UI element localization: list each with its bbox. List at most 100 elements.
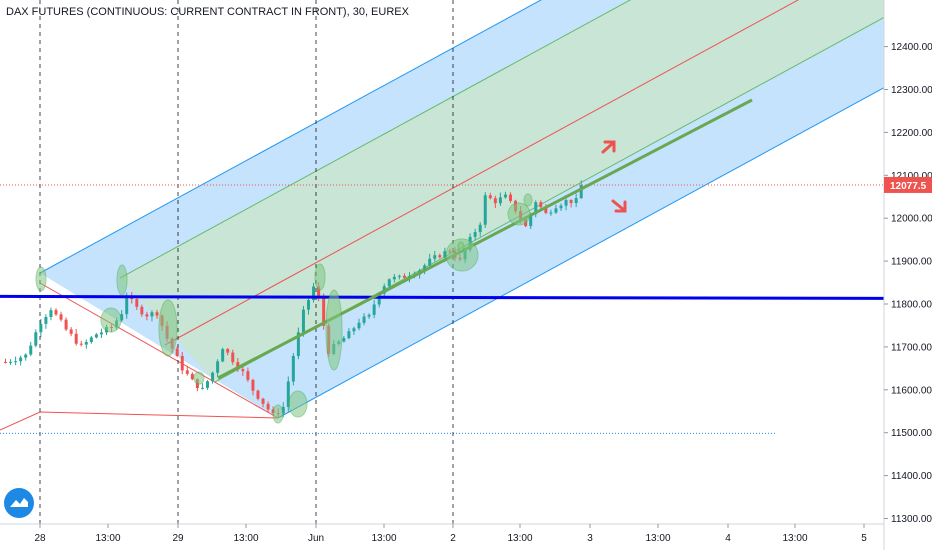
pitchfork-handle [39,282,279,419]
highlight-ellipse [288,390,308,418]
price-tick-label: 12200.00 [891,128,932,139]
highlight-ellipse [35,266,47,292]
candle-body [140,306,144,315]
highlight-ellipse [100,307,122,333]
candle-body [529,214,533,227]
candle-body [49,310,53,318]
highlight-ellipse [193,371,205,385]
candle-body [200,387,204,389]
time-tick-label: 2 [450,533,456,544]
candle-body [402,275,406,278]
candle-body [322,298,326,326]
candle-body [443,251,447,258]
tradingview-logo-icon[interactable] [4,488,34,518]
candle-body [307,300,310,310]
candle-body [9,361,13,363]
candle-body [59,314,63,320]
time-tick-label: 13:00 [371,533,396,544]
time-tick-label: 13:00 [645,533,670,544]
price-tick-label: 12000.00 [891,214,932,225]
candle-body [296,332,300,356]
logo-mark [10,498,28,507]
candle-body [503,194,507,198]
plot-area [0,0,884,524]
last-price-label: 12077.5 [890,181,927,192]
candle-body [387,279,391,287]
candle-body [150,312,154,317]
candle-body [473,232,477,237]
candle-body [357,322,361,329]
channel-inner-upper-line [119,0,632,279]
highlight-ellipse [325,289,343,371]
candle-body [211,372,215,382]
price-tick-label: 11400.00 [891,471,932,482]
time-tick-label: 4 [725,533,731,544]
candle-body [397,275,401,277]
time-axis[interactable]: 28 13:00 29 13:00 Jun 13:00 2 13:00 3 13:00 4 13:00… [0,523,884,544]
time-tick-label: 3 [587,533,593,544]
price-tick-label: 11800.00 [891,300,932,311]
candle-body [493,198,497,204]
candle-body [301,309,305,333]
candle-body [317,286,321,299]
highlight-ellipse [158,299,178,357]
candle-body [125,296,129,315]
candle-body [347,331,351,339]
candle-body [19,357,23,362]
candle-body [377,293,381,305]
candle-body [564,200,568,206]
candle-body [574,198,578,204]
price-axis[interactable]: 12400.00 12300.00 12200.00 12100.00 12000.00… [883,0,932,550]
candle-body [216,361,220,373]
candle-body [428,258,432,266]
time-tick-label: 13:00 [782,533,807,544]
candle-body [99,332,103,335]
highlight-ellipse [272,404,284,424]
candle-body [549,212,553,214]
candle-body [534,202,538,215]
candle-body [266,403,270,410]
candle-body [478,224,482,233]
down-right-arrow-shaft [611,199,626,212]
candle-body [24,354,28,358]
up-right-arrow-shaft [601,141,615,154]
candle-body [236,362,240,370]
time-tick-label: Jun [308,533,324,544]
highlight-ellipse [116,264,128,296]
candle-body [483,195,487,225]
price-tick-label: 12400.00 [891,42,932,53]
pitchfork-channel [0,0,884,431]
candle-body [120,314,124,321]
candle-body [554,208,558,213]
candle-body [559,205,563,209]
price-tick-label: 11600.00 [891,385,932,396]
candle-body [579,185,583,199]
candle-body [206,381,209,388]
candle-body [135,299,139,307]
candle-body [569,200,573,204]
candle-body [34,332,38,346]
candle-body [362,316,366,323]
candle-body [286,381,290,407]
candle-body [367,314,371,317]
candle-body [509,194,512,201]
support-line [0,294,884,300]
channel-upper-line [39,0,542,274]
overlays [0,98,884,434]
candle-body [180,355,184,371]
candle-body [54,310,58,315]
candle-body [185,370,189,374]
down-right-arrow [611,199,627,213]
price-tick-label: 11500.00 [891,428,932,439]
candle-body [39,323,43,333]
candle-body [69,329,73,334]
candle-body [281,406,285,414]
highlight-ellipse [445,238,479,272]
candle-body [291,355,295,382]
up-right-arrow-head [603,140,616,153]
price-tick-label: 11300.00 [891,514,932,525]
price-tick-label: 11700.00 [891,342,932,353]
pitchfork-median-line [164,0,800,346]
channel-lower-line [277,87,884,419]
